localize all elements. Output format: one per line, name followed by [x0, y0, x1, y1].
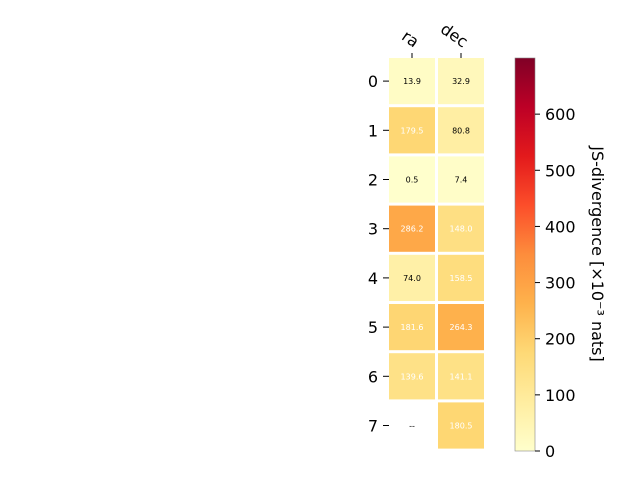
heatmap-cell [389, 107, 435, 154]
cell-value-label: -- [409, 422, 415, 431]
cell-value-label: 32.9 [452, 77, 470, 86]
column-label: ra [398, 26, 422, 51]
colorbar-tick-label: 500 [545, 161, 576, 180]
cell-value-label: 181.6 [401, 323, 424, 332]
row-labels: 0 1 2 3 4 5 6 7 [368, 72, 389, 436]
column-labels: ra dec [398, 19, 472, 58]
cell-value-label: 179.5 [401, 126, 424, 135]
row-label: 2 [368, 171, 378, 190]
heatmap-cells: 13.9 32.9 179.5 80.8 0.5 7.4 286.2 148.0 74.0 158… [389, 58, 484, 449]
row-label: 5 [368, 318, 378, 337]
cell-value-label: 0.5 [406, 176, 419, 185]
colorbar-tick-label: 0 [545, 442, 555, 461]
heatmap-cell [389, 58, 435, 105]
heatmap-cell [389, 353, 435, 400]
row-label: 3 [368, 220, 378, 239]
row-label: 7 [368, 417, 378, 436]
cell-value-label: 286.2 [401, 225, 424, 234]
row-label: 6 [368, 367, 378, 386]
cell-value-label: 13.9 [403, 77, 421, 86]
cell-value-label: 264.3 [450, 323, 473, 332]
heatmap-cell [389, 254, 435, 301]
cell-value-label: 180.5 [450, 422, 473, 431]
colorbar-tick-label: 200 [545, 330, 576, 349]
colorbar-tick-label: 400 [545, 217, 576, 236]
row-label: 1 [368, 121, 378, 140]
colorbar: 0 100 200 300 400 500 600 JS-divergence [×10⁻³… [514, 57, 607, 461]
heatmap-cell [438, 353, 484, 400]
cell-value-label: 139.6 [401, 372, 424, 381]
colorbar-tick-label: 600 [545, 105, 576, 124]
heatmap-cell [389, 156, 435, 203]
cell-value-label: 74.0 [403, 274, 421, 283]
colorbar-label: JS-divergence [×10⁻³ nats] [588, 145, 607, 361]
row-label: 0 [368, 72, 378, 91]
heatmap-cell [438, 304, 484, 351]
cell-value-label: 7.4 [455, 176, 468, 185]
cell-value-label: 80.8 [452, 126, 470, 135]
heatmap-cell [438, 107, 484, 154]
heatmap-cell [438, 58, 484, 105]
heatmap-cell [438, 205, 484, 252]
cell-value-label: 158.5 [450, 274, 473, 283]
row-label: 4 [368, 269, 378, 288]
colorbar-ticks: 0 100 200 300 400 500 600 [535, 105, 576, 461]
cell-value-label: 141.1 [450, 372, 473, 381]
cell-value-label: 148.0 [450, 225, 473, 234]
column-label: dec [437, 19, 471, 51]
colorbar-tick-label: 300 [545, 274, 576, 293]
colorbar-gradient [514, 57, 536, 452]
colorbar-tick-label: 100 [545, 386, 576, 405]
heatmap-cell [389, 205, 435, 252]
heatmap-cell [438, 156, 484, 203]
heatmap-cell [438, 402, 484, 449]
heatmap-cell [438, 254, 484, 301]
heatmap-cell [389, 304, 435, 351]
